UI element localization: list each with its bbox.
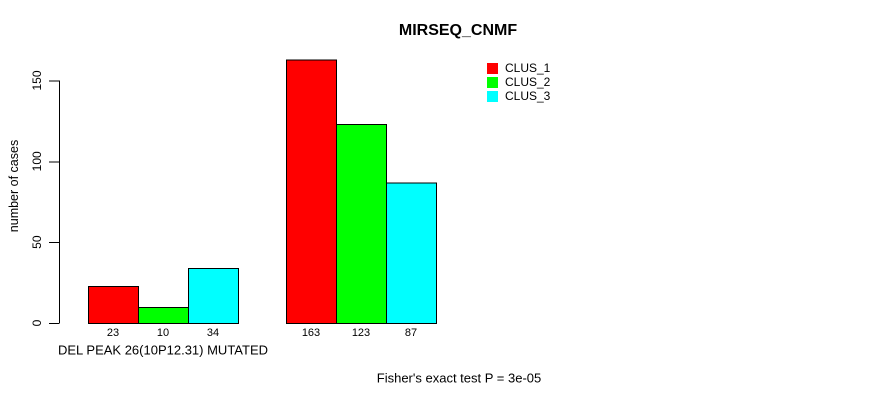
- bar-clus_3-group1: [188, 268, 239, 324]
- bar-value-label: 163: [302, 327, 320, 339]
- legend-item-clus_2: CLUS_2: [487, 76, 550, 88]
- bar-value-label: 87: [405, 327, 417, 339]
- bar-clus_3-group2: [386, 182, 437, 324]
- bar-clus_1-group2: [286, 59, 337, 324]
- chart-title: MIRSEQ_CNMF: [398, 22, 518, 39]
- bar-value-label: 23: [107, 327, 119, 339]
- y-axis-tick-label: 0: [30, 319, 44, 326]
- legend-swatch-clus_3: [487, 90, 498, 102]
- bar-clus_1-group1: [88, 285, 139, 325]
- bar-clus_2-group2: [336, 124, 387, 325]
- legend-label: CLUS_2: [505, 75, 551, 89]
- y-axis-tick-label: 150: [30, 70, 44, 90]
- legend-item-clus_1: CLUS_1: [487, 62, 550, 74]
- legend-swatch-clus_1: [487, 62, 498, 74]
- fisher-test-annotation: Fisher's exact test P = 3e-05: [376, 370, 542, 386]
- legend-swatch-clus_2: [487, 76, 498, 88]
- x-axis-group-label: DEL PEAK 26(10P12.31) MUTATED: [57, 342, 269, 358]
- y-axis-tick-label: 100: [30, 151, 44, 171]
- legend-label: CLUS_1: [505, 61, 551, 75]
- bar-value-label: 34: [207, 327, 219, 339]
- y-axis-label: number of cases: [7, 139, 21, 233]
- bar-value-label: 10: [157, 327, 169, 339]
- legend-item-clus_3: CLUS_3: [487, 90, 550, 102]
- legend: CLUS_1 CLUS_2 CLUS_3: [487, 62, 550, 102]
- y-axis-tick-label: 50: [30, 235, 44, 249]
- bar-value-label: 123: [352, 327, 370, 339]
- legend-label: CLUS_3: [505, 89, 551, 103]
- bar-clus_2-group1: [138, 306, 189, 325]
